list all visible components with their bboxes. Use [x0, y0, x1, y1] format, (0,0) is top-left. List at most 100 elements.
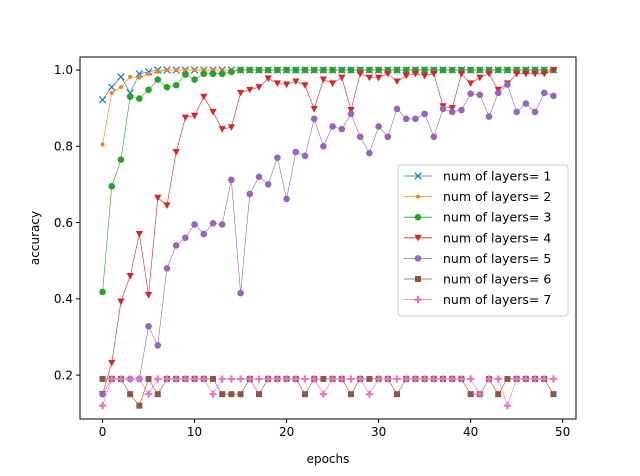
data-point: [183, 68, 188, 73]
data-point: [126, 272, 134, 280]
series-3: [99, 66, 557, 296]
y-tick-label: 0.2: [54, 368, 73, 382]
data-point: [540, 375, 548, 383]
data-point: [118, 85, 123, 90]
data-point: [228, 176, 235, 184]
data-point: [255, 66, 263, 74]
data-point: [200, 230, 208, 238]
data-point: [172, 149, 180, 156]
data-point: [264, 75, 272, 82]
data-point: [393, 78, 401, 86]
data-point: [540, 70, 548, 78]
data-point: [301, 391, 308, 398]
data-point: [329, 123, 336, 130]
data-point: [144, 390, 153, 398]
data-point: [292, 78, 300, 86]
data-point: [264, 66, 272, 74]
data-point: [329, 375, 337, 383]
data-point: [236, 375, 245, 383]
series-layer: [98, 66, 558, 410]
data-point: [319, 76, 327, 84]
y-tick-label: 0.8: [54, 139, 73, 153]
data-point: [99, 288, 106, 296]
legend-box: [397, 164, 569, 317]
data-point: [154, 342, 162, 349]
data-point: [421, 375, 429, 383]
data-point: [126, 375, 134, 383]
data-point: [227, 375, 235, 383]
data-point: [117, 73, 125, 81]
data-point: [172, 242, 180, 249]
data-point: [310, 115, 318, 123]
data-point: [237, 289, 244, 297]
legend-marker: [414, 172, 422, 180]
y-tick-label: 1.0: [54, 63, 73, 77]
data-point: [126, 93, 134, 101]
data-point: [448, 375, 456, 383]
legend-label: num of layers= 7: [443, 292, 551, 307]
data-point: [494, 375, 502, 383]
data-point: [117, 156, 125, 163]
data-point: [550, 92, 557, 100]
data-point: [375, 66, 382, 74]
data-point: [485, 70, 493, 78]
data-point: [128, 74, 133, 79]
data-point: [531, 70, 539, 78]
data-point: [172, 81, 180, 89]
x-tick-label: 50: [555, 425, 570, 439]
data-point: [540, 89, 548, 97]
data-point: [136, 402, 143, 409]
data-point: [411, 375, 420, 383]
data-point: [209, 220, 217, 227]
data-point: [476, 66, 484, 74]
data-point: [467, 391, 474, 398]
data-point: [366, 375, 373, 382]
data-point: [504, 375, 511, 382]
data-point: [136, 95, 143, 102]
data-point: [476, 91, 484, 99]
data-point: [264, 181, 272, 188]
data-point: [467, 80, 475, 87]
data-point: [135, 230, 143, 238]
x-tick-label: 40: [463, 425, 478, 439]
data-point: [246, 86, 254, 94]
data-point: [181, 114, 189, 122]
data-point: [172, 375, 180, 383]
data-point: [301, 152, 309, 160]
data-point: [228, 391, 235, 398]
data-point: [145, 86, 152, 94]
data-point: [320, 66, 327, 74]
data-point: [365, 74, 374, 82]
legend-item: num of layers= 7: [404, 292, 551, 307]
data-point: [209, 108, 217, 116]
data-point: [503, 402, 512, 410]
data-point: [145, 322, 152, 330]
data-point: [430, 133, 438, 141]
x-tick-label: 10: [187, 425, 202, 439]
data-point: [504, 66, 511, 74]
data-point: [513, 108, 520, 116]
data-point: [495, 391, 502, 398]
legend-item: num of layers= 1: [404, 169, 551, 184]
legend-label: num of layers= 3: [443, 210, 551, 225]
data-point: [457, 375, 466, 383]
data-point: [338, 375, 346, 383]
x-tick-label: 0: [99, 425, 107, 439]
legend-marker: [414, 255, 422, 262]
data-point: [98, 96, 107, 104]
data-point: [154, 391, 161, 398]
data-point: [402, 66, 410, 74]
data-point: [227, 124, 235, 131]
legend-label: num of layers= 4: [443, 230, 551, 245]
data-point: [237, 391, 244, 398]
data-point: [246, 66, 254, 74]
data-point: [310, 375, 318, 383]
data-point: [384, 133, 392, 141]
data-point: [476, 390, 484, 398]
data-point: [375, 375, 383, 383]
data-point: [393, 375, 401, 383]
data-point: [137, 75, 142, 80]
data-point: [163, 83, 171, 91]
series-5: [99, 81, 557, 398]
